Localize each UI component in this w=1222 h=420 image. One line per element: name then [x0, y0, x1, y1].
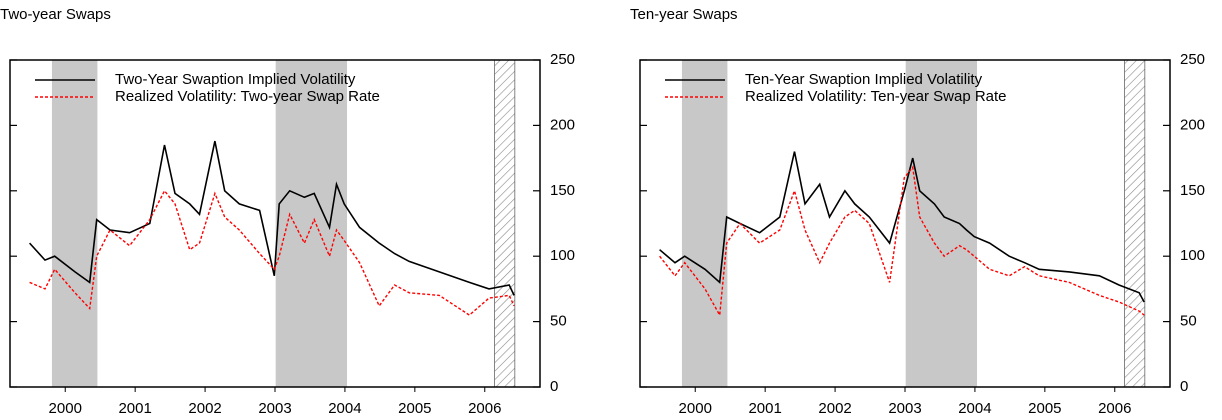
chart-title: Two-year Swaps: [0, 6, 111, 23]
x-tick-label: 2003: [258, 400, 291, 417]
chart-title: Ten-year Swaps: [630, 6, 738, 23]
y-tick-label: 100: [550, 247, 575, 264]
x-tick-label: 2002: [818, 400, 851, 417]
y-tick-label: 200: [550, 116, 575, 133]
x-tick-label: 2006: [468, 400, 501, 417]
shaded-period: [51, 60, 98, 387]
y-tick-label: 0: [1180, 378, 1188, 395]
y-tick-label: 150: [1180, 182, 1205, 199]
y-tick-label: 250: [1180, 51, 1205, 68]
shaded-period: [681, 60, 728, 387]
legend-label: Realized Volatility: Two-year Swap Rate: [115, 88, 380, 105]
shaded-period: [905, 60, 978, 387]
x-tick-label: 2005: [398, 400, 431, 417]
x-tick-label: 2000: [49, 400, 82, 417]
series-line: [659, 165, 1145, 318]
y-tick-label: 50: [550, 313, 567, 330]
hatched-period: [494, 59, 516, 388]
y-tick-label: 150: [550, 182, 575, 199]
legend-label: Realized Volatility: Ten-year Swap Rate: [745, 88, 1007, 105]
x-tick-label: 2002: [188, 400, 221, 417]
legend-label: Ten-Year Swaption Implied Volatility: [745, 71, 983, 88]
x-tick-label: 2004: [958, 400, 991, 417]
y-tick-label: 100: [1180, 247, 1205, 264]
x-tick-label: 2003: [888, 400, 921, 417]
y-tick-label: 0: [550, 378, 558, 395]
x-tick-label: 2006: [1098, 400, 1131, 417]
x-tick-label: 2000: [679, 400, 712, 417]
series-line: [29, 189, 515, 316]
y-tick-label: 50: [1180, 313, 1197, 330]
series-line: [659, 151, 1145, 303]
x-tick-label: 2001: [748, 400, 781, 417]
y-tick-label: 250: [550, 51, 575, 68]
x-tick-label: 2005: [1028, 400, 1061, 417]
legend-label: Two-Year Swaption Implied Volatility: [115, 71, 356, 88]
x-tick-label: 2001: [118, 400, 151, 417]
hatched-period: [1124, 59, 1146, 388]
y-tick-label: 200: [1180, 116, 1205, 133]
x-tick-label: 2004: [328, 400, 361, 417]
series-line: [29, 140, 515, 296]
shaded-period: [275, 60, 348, 387]
